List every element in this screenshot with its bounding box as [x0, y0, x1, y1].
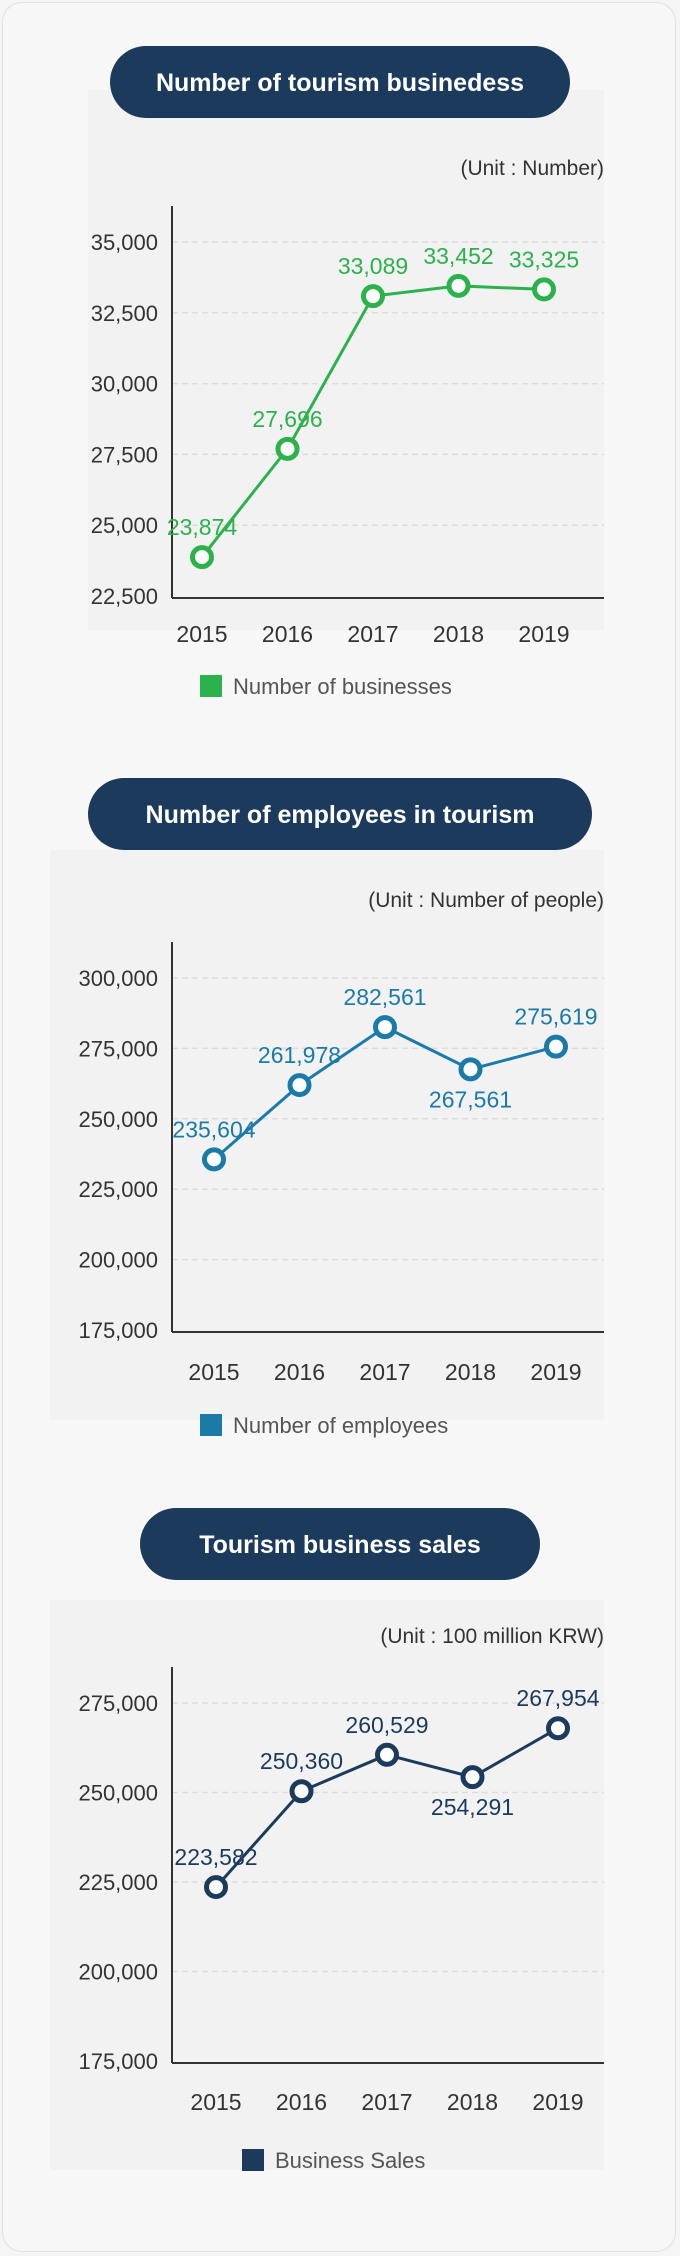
chart-title: Number of tourism businedess	[156, 69, 524, 97]
y-tick-label: 275,000	[78, 1036, 158, 1061]
legend-label: Number of employees	[233, 1413, 448, 1438]
x-tick-label: 2017	[359, 1359, 410, 1385]
unit-label: (Unit : Number)	[460, 157, 604, 180]
data-label: 27,696	[252, 406, 322, 432]
chart-background	[50, 1600, 604, 2170]
y-tick-label: 200,000	[78, 1960, 158, 1985]
data-label: 223,582	[174, 1844, 257, 1870]
y-tick-label: 225,000	[78, 1177, 158, 1202]
data-point	[190, 545, 214, 570]
y-tick-label: 30,000	[91, 372, 158, 397]
data-point	[375, 1742, 399, 1767]
data-point	[287, 1073, 312, 1098]
data-label: 267,561	[429, 1086, 512, 1112]
chart-tourism-employees: Number of employees in tourism (Unit : N…	[50, 778, 604, 1438]
y-tick-label: 175,000	[78, 1318, 158, 1343]
y-tick-label: 35,000	[91, 230, 158, 255]
legend-swatch	[200, 1414, 222, 1436]
chart-tourism-businesses: Number of tourism businedess (Unit : Num…	[88, 46, 604, 699]
legend-label: Number of businesses	[233, 674, 452, 699]
x-tick-label: 2019	[530, 1359, 581, 1385]
legend-swatch	[242, 2149, 264, 2171]
chart-title: Number of employees in tourism	[146, 801, 535, 829]
data-label: 260,529	[345, 1712, 428, 1738]
data-point	[532, 277, 556, 302]
data-point	[544, 1034, 568, 1059]
data-label: 275,619	[514, 1004, 597, 1030]
chart-tourism-sales: Tourism business sales (Unit : 100 milli…	[50, 1508, 604, 2173]
data-point	[289, 1779, 314, 1804]
y-tick-label: 250,000	[78, 1781, 158, 1806]
data-point	[275, 436, 300, 461]
x-tick-label: 2019	[532, 2089, 583, 2115]
y-tick-label: 27,500	[91, 442, 158, 467]
unit-label: (Unit : Number of people)	[368, 889, 604, 912]
legend-label: Business Sales	[275, 2148, 425, 2173]
x-tick-label: 2017	[347, 621, 398, 647]
data-point	[361, 284, 385, 309]
data-point	[458, 1057, 483, 1082]
y-tick-label: 175,000	[78, 2049, 158, 2074]
x-tick-label: 2017	[361, 2089, 412, 2115]
y-tick-label: 275,000	[78, 1691, 158, 1716]
x-tick-label: 2015	[176, 621, 227, 647]
x-tick-label: 2016	[262, 621, 313, 647]
chart-background	[88, 90, 604, 630]
data-label: 33,089	[338, 253, 408, 279]
data-label: 23,874	[167, 514, 238, 540]
data-label: 250,360	[260, 1748, 343, 1774]
title-pill	[140, 1508, 540, 1580]
x-tick-label: 2019	[518, 621, 569, 647]
y-tick-label: 25,000	[91, 513, 158, 538]
data-point	[460, 1765, 485, 1790]
x-tick-label: 2018	[445, 1359, 496, 1385]
y-tick-label: 32,500	[91, 301, 158, 326]
data-label: 254,291	[431, 1794, 514, 1820]
data-label: 267,954	[516, 1685, 599, 1711]
y-tick-label: 200,000	[78, 1248, 158, 1273]
data-label: 261,978	[258, 1042, 341, 1068]
y-tick-label: 250,000	[78, 1107, 158, 1132]
data-label: 282,561	[343, 984, 426, 1010]
data-point	[373, 1015, 397, 1040]
x-tick-label: 2016	[274, 1359, 325, 1385]
chart-background	[50, 850, 604, 1420]
data-point	[446, 273, 471, 298]
data-label: 33,325	[509, 246, 579, 272]
y-tick-label: 300,000	[78, 966, 158, 991]
data-point	[204, 1875, 228, 1900]
y-tick-label: 22,500	[91, 584, 158, 609]
chart-title: Tourism business sales	[199, 1531, 481, 1559]
data-label: 235,604	[172, 1116, 255, 1142]
legend-swatch	[200, 675, 222, 697]
data-point	[546, 1716, 570, 1741]
data-point	[202, 1147, 226, 1172]
x-tick-label: 2015	[188, 1359, 239, 1385]
title-pill	[110, 46, 570, 118]
unit-label: (Unit : 100 million KRW)	[380, 1625, 604, 1648]
x-tick-label: 2016	[276, 2089, 327, 2115]
y-tick-label: 225,000	[78, 1870, 158, 1895]
title-pill	[88, 778, 592, 850]
x-tick-label: 2018	[447, 2089, 498, 2115]
data-label: 33,452	[423, 243, 493, 269]
x-tick-label: 2018	[433, 621, 484, 647]
x-tick-label: 2015	[190, 2089, 241, 2115]
